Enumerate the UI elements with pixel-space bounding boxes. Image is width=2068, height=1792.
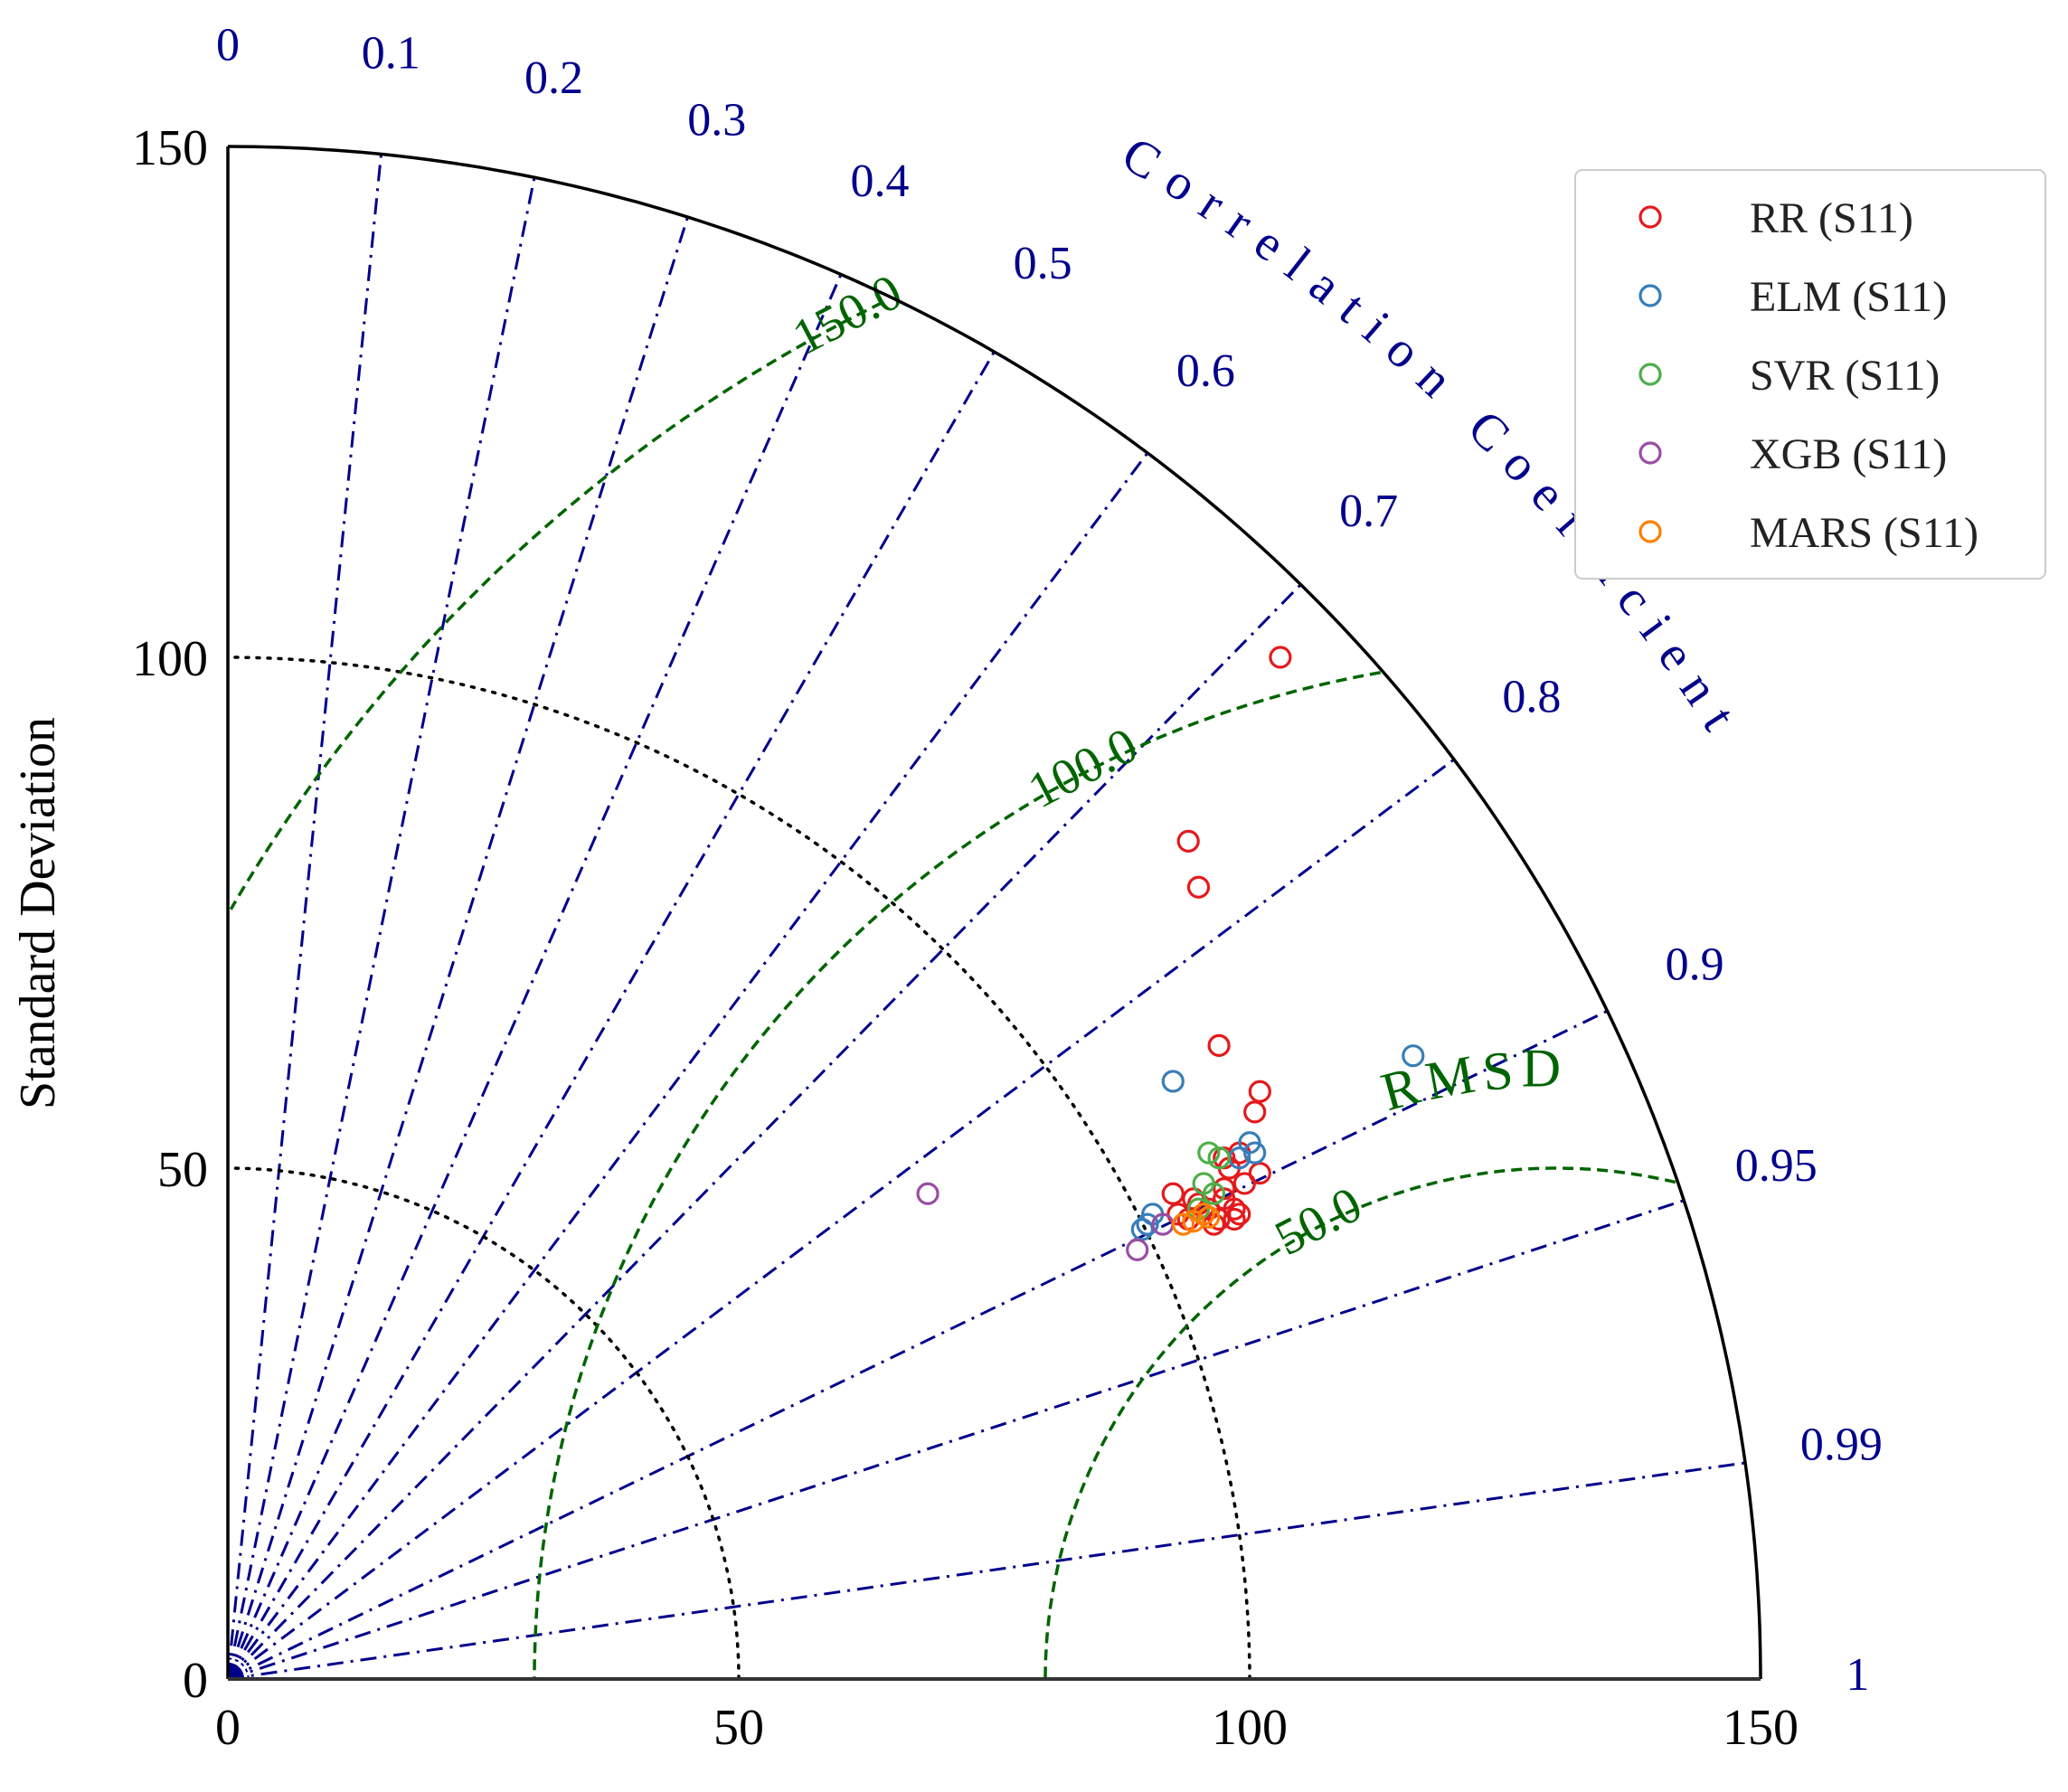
data-point [1232, 1172, 1256, 1195]
axes [226, 145, 1762, 1681]
correlation-line [226, 154, 382, 1680]
legend-frame [1574, 169, 2046, 580]
correlation-lines [226, 154, 1746, 1681]
origin-ring [228, 1657, 250, 1679]
x-tick-label: 100 [1212, 1700, 1288, 1756]
data-point [1197, 1205, 1221, 1229]
correlation-line [226, 176, 536, 1680]
x-tick-label: 50 [713, 1700, 764, 1756]
legend-label: SVR (S11) [1750, 352, 1940, 400]
y-tick-label: 0 [183, 1653, 208, 1709]
legend-label: XGB (S11) [1750, 430, 1947, 478]
correlation-tick-label: 0.6 [1176, 345, 1235, 397]
rmsd-contour [533, 671, 1382, 1679]
correlation-line [227, 758, 1455, 1681]
data-point [1243, 1141, 1267, 1165]
data-point [916, 1182, 940, 1205]
correlation-tick-label: 0.99 [1800, 1419, 1883, 1471]
data-point [1161, 1070, 1185, 1093]
correlation-line [227, 1009, 1609, 1681]
data-point [1130, 1218, 1154, 1241]
rmsd-contour-label: 50.0 [1266, 1176, 1371, 1267]
data-point [1207, 1207, 1231, 1231]
legend-marker [1638, 441, 1662, 465]
correlation-line [226, 351, 996, 1680]
data-point [1207, 1146, 1231, 1170]
data-point [1176, 829, 1200, 854]
rmsd-contour-label: 100.0 [1019, 717, 1146, 819]
correlation-tick-labels: 0 0.1 0.2 0.3 0.4 0.5 0.6 0.7 0.8 0.9 0.95 0.99 1 [216, 20, 1883, 1701]
rmsd-contours: 50.0 100.0 150.0 [229, 264, 1676, 1679]
correlation-tick-label: 0.1 [362, 28, 420, 80]
correlation-line [227, 1199, 1685, 1681]
correlation-line [226, 583, 1302, 1681]
correlation-tick-label: 0.4 [850, 156, 909, 207]
correlation-line [226, 273, 843, 1680]
legend-marker [1638, 520, 1662, 543]
origin-ring [228, 1667, 240, 1679]
y-tick-label: 150 [132, 120, 208, 176]
legend-marker [1638, 284, 1662, 307]
rmsd-contour [1043, 1166, 1676, 1679]
y-tick-label: 100 [132, 631, 208, 687]
correlation-tick-label: 0 [216, 20, 240, 71]
correlation-tick-label: 1 [1846, 1649, 1869, 1701]
data-point [1223, 1197, 1246, 1221]
rmsd-contour-label: 150.0 [784, 264, 911, 366]
data-point [1161, 1182, 1185, 1205]
data-point [1171, 1212, 1195, 1236]
data-point [1136, 1212, 1159, 1236]
data-point [1202, 1182, 1226, 1205]
data-point [1248, 1162, 1271, 1185]
data-point [1228, 1203, 1251, 1226]
y-axis-label: Standard Deviation [10, 717, 66, 1109]
correlation-tick-label: 0.3 [687, 95, 746, 146]
correlation-line [226, 216, 689, 1680]
data-point [1248, 1080, 1271, 1103]
legend-label: RR (S11) [1750, 194, 1913, 242]
correlation-line [226, 452, 1149, 1680]
correlation-tick-label: 0.95 [1735, 1140, 1818, 1192]
rmsd-contour [229, 301, 883, 910]
data-point [1402, 1044, 1425, 1068]
data-point [1269, 646, 1292, 669]
legend-marker [1638, 363, 1662, 386]
correlation-tick-label: 0.7 [1339, 486, 1398, 537]
correlation-tick-label: 0.5 [1014, 238, 1072, 289]
data-point [1207, 1033, 1231, 1058]
correlation-line [227, 1461, 1746, 1681]
data-point [1243, 1100, 1267, 1124]
std-arc [226, 1166, 741, 1681]
y-tick-label: 50 [157, 1142, 208, 1198]
legend-marker [1638, 205, 1662, 229]
x-tick-label: 0 [215, 1700, 241, 1756]
legend: RR (S11) ELM (S11) SVR (S11) XGB (S11) MARS … [1574, 169, 2046, 580]
tick-labels: 00 50 50 100 100 150 150 [132, 120, 1799, 1756]
data-point [1186, 875, 1211, 899]
outer-arc [227, 145, 1762, 1680]
std-arc [226, 655, 1251, 1681]
correlation-tick-label: 0.2 [524, 52, 583, 104]
legend-label: MARS (S11) [1750, 509, 1978, 557]
x-tick-label: 150 [1723, 1700, 1799, 1756]
legend-label: ELM (S11) [1750, 273, 1947, 321]
data-point [1223, 1207, 1246, 1231]
data-point [1126, 1238, 1149, 1262]
std-dotted-arcs [226, 655, 1251, 1681]
data-points [916, 646, 1425, 1262]
correlation-tick-label: 0.8 [1502, 672, 1561, 723]
correlation-tick-label: 0.9 [1666, 938, 1724, 990]
